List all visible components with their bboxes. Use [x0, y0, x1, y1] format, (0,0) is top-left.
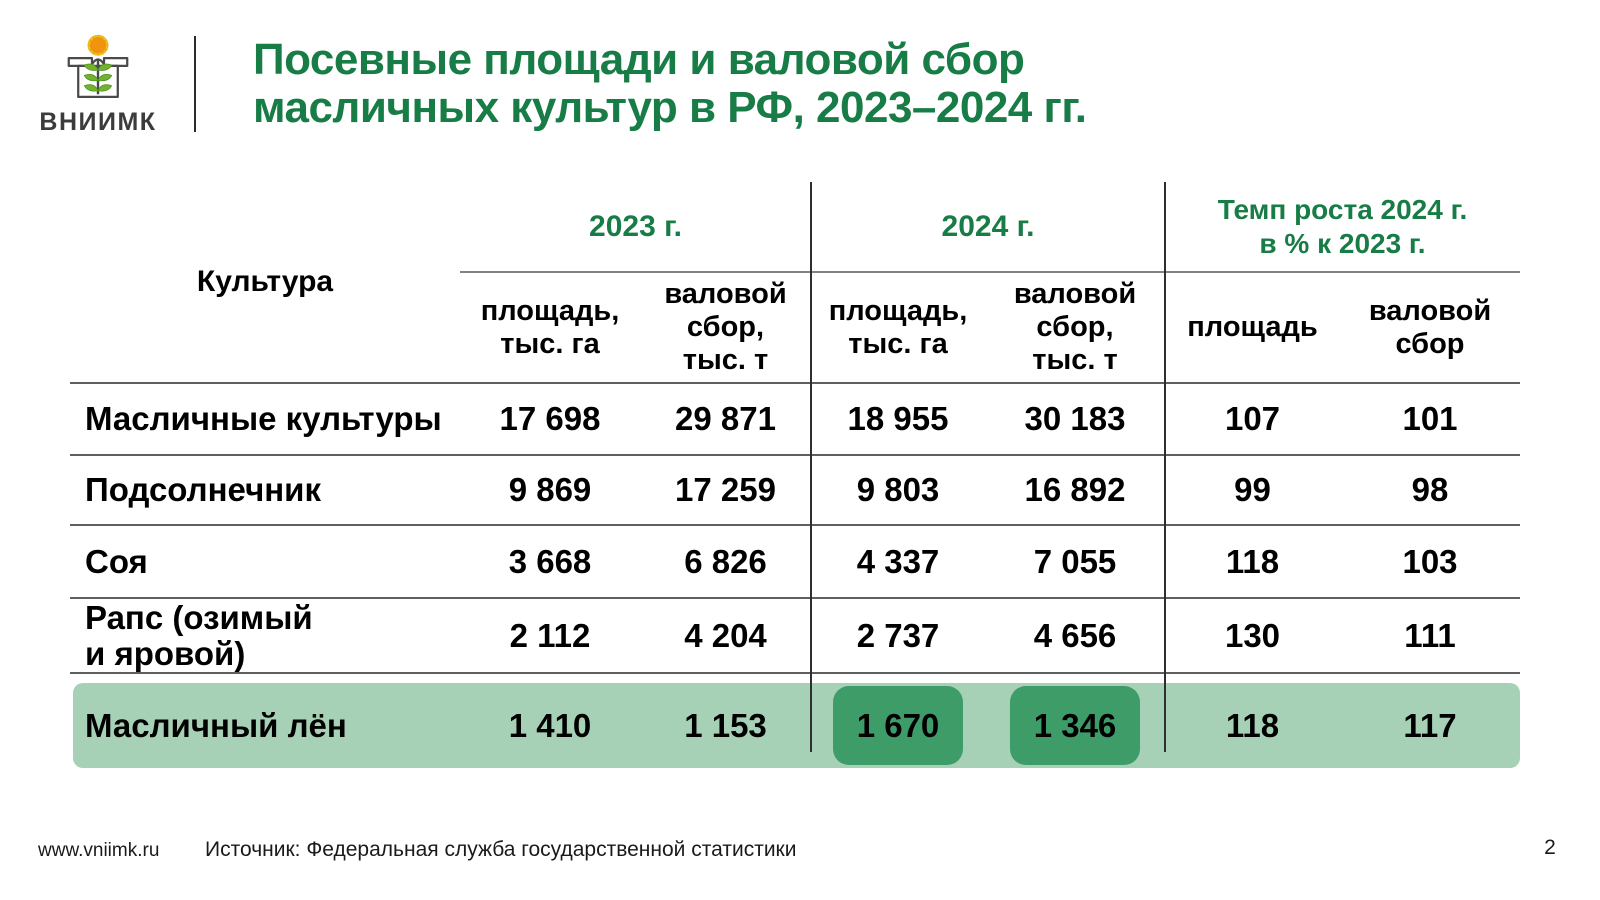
- table-row: Подсолнечник 9 869 17 259 9 803 16 892 9…: [70, 456, 1520, 524]
- subheader-yield-growth: валовой сбор: [1368, 294, 1492, 360]
- table-row-highlighted: Масличный лён 1 410 1 153 1 670 1 346 11…: [70, 683, 1520, 768]
- group-header-2024: 2024 г.: [941, 210, 1035, 243]
- highlight-pill: 1 670: [833, 686, 963, 765]
- value-yield-2024: 4 656: [1033, 616, 1117, 654]
- subheader-area-2024: площадь, тыс. га: [828, 294, 968, 360]
- value-area-growth: 118: [1225, 542, 1280, 580]
- table-row: Соя 3 668 6 826 4 337 7 055 118 103: [70, 526, 1520, 597]
- row-divider: [70, 382, 1520, 384]
- group-header-growth-rate: Темп роста 2024 г. в % к 2023 г.: [1217, 194, 1468, 259]
- value-yield-growth: 117: [1403, 706, 1457, 744]
- crop-name: Масличные культуры: [85, 400, 442, 437]
- value-area-2023: 9 869: [508, 471, 592, 508]
- row-divider: [70, 597, 1520, 599]
- table-row: Рапс (озимый и яровой) 2 112 4 204 2 737…: [70, 599, 1520, 672]
- group-header-2023: 2023 г.: [589, 210, 682, 243]
- value-yield-growth: 98: [1411, 471, 1449, 508]
- org-name: ВНИИМК: [39, 108, 157, 136]
- subheader-yield-2023: валовой сбор, тыс. т: [664, 278, 787, 376]
- value-area-2023: 1 410: [508, 706, 592, 744]
- column-header-culture: Культура: [196, 265, 334, 298]
- value-area-growth: 130: [1224, 616, 1281, 654]
- value-area-2024: 9 803: [856, 471, 940, 508]
- value-area-growth: 118: [1225, 706, 1280, 744]
- crop-name: Масличный лён: [85, 706, 347, 744]
- value-area-2023: 2 112: [509, 616, 591, 654]
- value-area-2023: 17 698: [499, 400, 601, 437]
- slide-title-line2: масличных культур в РФ, 2023–2024 гг.: [253, 83, 1087, 132]
- subheader-area-2023: площадь, тыс. га: [480, 294, 620, 360]
- sunflower-icon: [67, 34, 129, 98]
- page-number: 2: [1544, 836, 1556, 859]
- value-yield-2024: 7 055: [1033, 542, 1117, 580]
- value-area-growth: 99: [1234, 471, 1271, 508]
- crop-name: Рапс (озимый и яровой): [85, 598, 313, 672]
- value-yield-growth: 101: [1402, 400, 1458, 437]
- column-divider: [810, 182, 812, 752]
- table-row: Масличные культуры 17 698 29 871 18 955 …: [70, 384, 1520, 454]
- subheader-area-growth: площадь: [1187, 311, 1318, 343]
- logo-divider: [194, 36, 196, 132]
- crop-name: Соя: [85, 542, 148, 580]
- value-yield-2024: 16 892: [1024, 471, 1126, 508]
- row-divider: [70, 454, 1520, 456]
- value-yield-growth: 111: [1404, 616, 1456, 654]
- row-divider: [70, 524, 1520, 526]
- value-area-2023: 3 668: [508, 542, 592, 580]
- value-yield-growth: 103: [1402, 542, 1458, 580]
- value-area-2024: 1 670: [811, 683, 985, 768]
- value-yield-2024: 1 346: [985, 683, 1165, 768]
- crop-name: Подсолнечник: [85, 471, 321, 508]
- value-area-2024: 4 337: [856, 542, 940, 580]
- value-area-growth: 107: [1224, 400, 1281, 437]
- value-yield-2023: 17 259: [675, 471, 776, 508]
- value-area-2024: 18 955: [847, 400, 949, 437]
- slide-title: Посевные площади и валовой сбор масличны…: [253, 36, 1303, 132]
- row-divider: [70, 672, 1520, 674]
- footer-website: www.vniimk.ru: [38, 840, 160, 861]
- subheader-yield-2024: валовой сбор, тыс. т: [1013, 278, 1137, 376]
- value-yield-2024: 30 183: [1024, 400, 1126, 437]
- highlight-band: [73, 683, 1520, 768]
- footer-source: Источник: Федеральная служба государстве…: [205, 838, 797, 861]
- value-yield-2023: 1 153: [684, 706, 767, 744]
- subheader-row: площадь, тыс. га валовой сбор, тыс. т пл…: [460, 273, 1520, 382]
- value-yield-2023: 6 826: [684, 542, 767, 580]
- highlight-pill: 1 346: [1010, 686, 1140, 765]
- value-area-2024: 2 737: [856, 616, 940, 654]
- slide-title-line1: Посевные площади и валовой сбор: [253, 35, 1025, 84]
- group-underline: [460, 271, 1520, 273]
- value-yield-2023: 4 204: [684, 616, 767, 654]
- column-divider: [1164, 182, 1166, 752]
- value-yield-2023: 29 871: [675, 400, 776, 437]
